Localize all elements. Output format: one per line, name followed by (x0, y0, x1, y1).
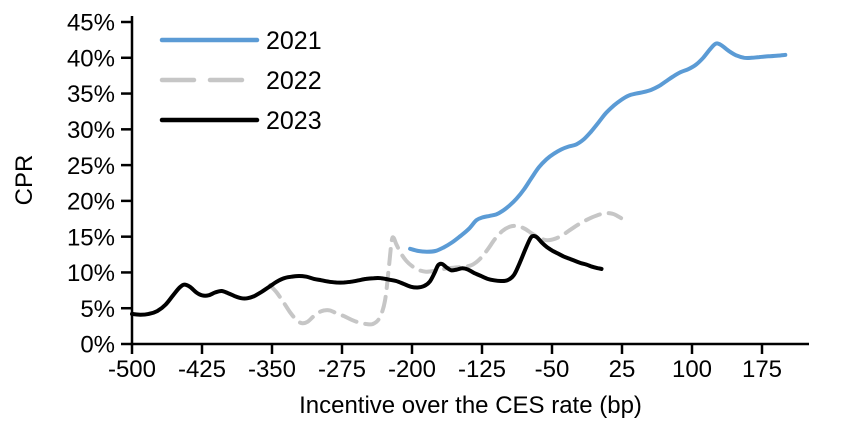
x-tick-label: -275 (318, 356, 366, 383)
x-tick-label: 25 (609, 356, 636, 383)
x-tick-label: -500 (108, 356, 156, 383)
x-tick-label: 100 (672, 356, 712, 383)
y-tick-label: 0% (80, 332, 115, 359)
y-tick-label: 25% (67, 153, 115, 180)
y-tick-label: 10% (67, 260, 115, 287)
legend-label-2021: 2021 (266, 27, 322, 55)
x-tick-label: -125 (458, 356, 506, 383)
x-tick-label: -350 (248, 356, 296, 383)
series-line-2023 (130, 233, 604, 317)
y-tick-label: 30% (67, 117, 115, 144)
y-tick-label: 40% (67, 45, 115, 72)
series-line-2021 (408, 41, 788, 254)
y-tick-label: 35% (67, 81, 115, 108)
y-tick-label: 20% (67, 189, 115, 216)
y-tick-label: 5% (80, 296, 115, 323)
x-tick-label: -50 (535, 356, 570, 383)
y-tick-label: 45% (67, 10, 115, 37)
legend-label-2023: 2023 (266, 107, 322, 135)
x-tick-label: -425 (178, 356, 226, 383)
legend-label-2022: 2022 (266, 67, 322, 95)
x-tick-label: -200 (388, 356, 436, 383)
x-tick-label: 175 (742, 356, 782, 383)
y-tick-label: 15% (67, 224, 115, 251)
x-axis-title: Incentive over the CES rate (bp) (299, 392, 642, 419)
series-line-2022 (268, 211, 624, 327)
y-axis-title: CPR (11, 155, 38, 206)
